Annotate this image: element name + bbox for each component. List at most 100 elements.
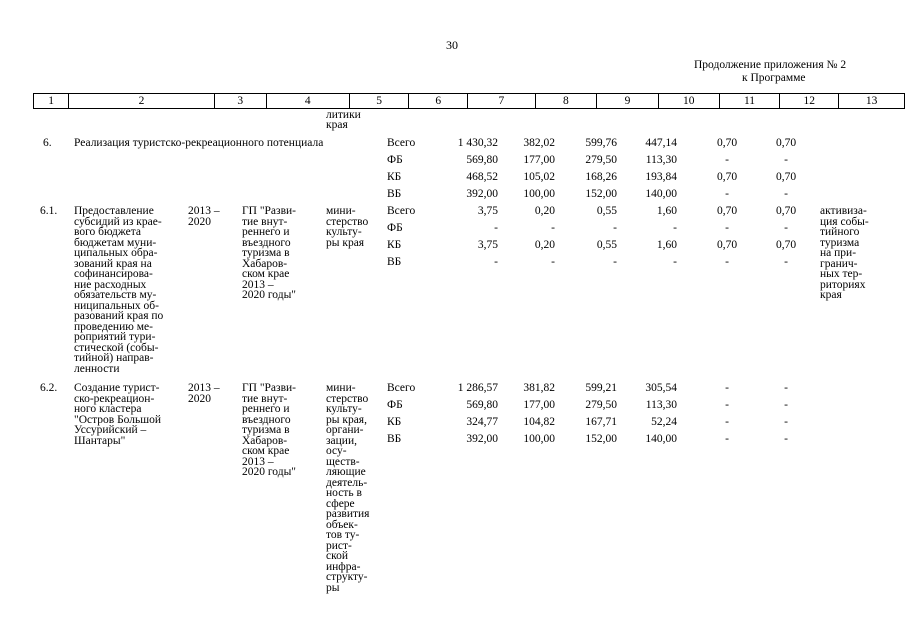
- col-header-10: 10: [657, 93, 720, 109]
- row-6-2-program: ском крае: [242, 445, 290, 457]
- row-6-1-col12: -: [784, 256, 788, 268]
- row-6-1-description: ципальных обра-: [74, 247, 158, 259]
- row-6-1-col7: 3,75: [477, 205, 498, 217]
- row-6-1-program: туризма в: [242, 247, 290, 259]
- row-6-col11: 0,70: [716, 137, 738, 149]
- row-6-1-col11: 0,70: [716, 205, 738, 217]
- row-6-1-description: субсидий из крае-: [74, 215, 162, 228]
- carryover-text: литики: [326, 109, 361, 121]
- row-6-source: КБ: [387, 171, 402, 183]
- row-6-1-col12: 0,70: [775, 205, 797, 217]
- row-6-col12: -: [784, 188, 788, 200]
- row-6-col12: -: [784, 154, 788, 166]
- row-6-2-description: ско-рекреацион-: [74, 392, 155, 405]
- row-6-2-source: ФБ: [387, 399, 403, 411]
- row-6-1-program: тие внут-: [242, 215, 288, 228]
- row-6-2-col12: -: [784, 399, 788, 411]
- row-6-1-description: Предоставление: [74, 205, 154, 217]
- row-6-2-col10: 113,30: [645, 399, 677, 411]
- continuation-title: Продолжение приложения № 2: [694, 59, 847, 71]
- row-6-col10: 193,84: [645, 171, 677, 183]
- column-header-row: 1 2 3 4 5 6 7 8 9 10 11 12 13: [32, 93, 905, 109]
- row-6-1-description: тийной) направ-: [74, 352, 154, 364]
- row-6-col9: 168,26: [585, 171, 617, 183]
- row-6-col10: 113,30: [645, 154, 677, 166]
- row-6-2-col9: 279,50: [585, 399, 617, 411]
- row-6-2-col8: 177,00: [523, 399, 555, 411]
- row-6-2-col8: 104,82: [523, 416, 555, 428]
- row-6-1-program: 2013 –: [242, 278, 274, 291]
- row-6-2-executor: рист-: [326, 539, 352, 552]
- row-6-1-col7: -: [494, 256, 498, 268]
- row-6-2-col7: 569,80: [466, 399, 498, 411]
- row-6-2-col12: -: [784, 433, 788, 445]
- row-6-col11: 0,70: [716, 171, 738, 183]
- row-6-1-source: ФБ: [387, 222, 403, 234]
- col-header-1: 1: [32, 93, 70, 109]
- row-6-col10: 447,14: [645, 137, 677, 149]
- row-6-2-executor: ры края,: [326, 413, 367, 426]
- row-6-2-source: КБ: [387, 416, 402, 428]
- row-6-2-executor: осу-: [326, 445, 347, 457]
- row-6-1-col10: -: [673, 222, 677, 234]
- row-6-2-description: "Остров Большой: [74, 413, 162, 426]
- row-6-2-executor: объек-: [326, 518, 358, 531]
- row-6-2-executor: структу-: [326, 571, 368, 583]
- page-number: 30: [446, 38, 458, 52]
- row-6-2-description: ного кластера: [74, 403, 142, 415]
- row-6-source: Всего: [387, 137, 416, 149]
- row-6-2-executor: мини-: [326, 382, 356, 394]
- row-6-2-col9: 152,00: [585, 433, 617, 445]
- col-header-3: 3: [213, 93, 267, 109]
- row-6-1-col9: 0,55: [596, 205, 617, 217]
- row-6-1-col9: -: [613, 256, 617, 268]
- col-header-12: 12: [779, 93, 840, 109]
- row-6-number: 6.: [43, 137, 52, 149]
- row-6-2-description: Создание турист-: [74, 382, 160, 394]
- row-6-1-description: вого бюджета: [74, 226, 142, 238]
- row-6-col9: 599,76: [585, 137, 617, 149]
- row-6-2-executor: тов ту-: [326, 529, 360, 541]
- row-6-2-program: ГП "Разви-: [242, 382, 296, 394]
- row-6-2-program: реннего и: [242, 403, 290, 415]
- row-6-1-program: ском крае: [242, 268, 290, 280]
- row-6-2-executor: развития: [326, 508, 370, 520]
- row-6-col12: 0,70: [775, 171, 797, 183]
- row-6-1-source: КБ: [387, 239, 402, 251]
- col-header-7: 7: [467, 93, 536, 109]
- row-6-2-executor: ры: [326, 581, 340, 594]
- row-6-1-col10: 1,60: [656, 239, 677, 251]
- row-6-1-col12: 0,70: [775, 239, 797, 251]
- row-6-1-description: разований края по: [74, 310, 164, 322]
- row-6-2-program: 2013 –: [242, 455, 274, 468]
- row-6-2-source: ВБ: [387, 433, 402, 445]
- row-6-2-executor: ской: [326, 550, 349, 562]
- row-6-1-executor: мини-: [326, 205, 356, 217]
- row-6-2-col12: -: [784, 416, 788, 428]
- row-6-source: ФБ: [387, 154, 403, 166]
- row-6-2-executor: деятель-: [326, 476, 368, 489]
- row-6-1-col9: -: [613, 222, 617, 234]
- row-6-col8: 100,00: [523, 188, 555, 200]
- continuation-subtitle: к Программе: [742, 72, 806, 84]
- row-6-1-col11: 0,70: [716, 239, 738, 251]
- row-6-col7: 569,80: [466, 154, 498, 166]
- row-6-col11: -: [725, 188, 729, 200]
- row-6-1-source: Всего: [387, 205, 416, 217]
- row-6-1-program: 2020 годы": [242, 289, 296, 301]
- row-6-1-result: на при-: [820, 247, 857, 259]
- row-6-2-program: тие внут-: [242, 392, 288, 405]
- col-header-4: 4: [265, 93, 350, 109]
- row-6-2-program: Хабаров-: [242, 434, 288, 447]
- row-6-1-description: проведению ме-: [74, 320, 153, 333]
- row-6-2-period: 2020: [188, 392, 211, 405]
- row-6-col9: 279,50: [585, 154, 617, 166]
- row-6-2-period: 2013 –: [188, 382, 220, 394]
- row-6-2-col10: 140,00: [645, 433, 677, 445]
- row-6-col8: 177,00: [523, 154, 555, 166]
- row-6-source: ВБ: [387, 188, 402, 200]
- row-6-1-program: въездного: [242, 236, 291, 249]
- row-6-1-result: туризма: [820, 236, 860, 249]
- row-6-2-program: 2020 годы": [242, 466, 296, 478]
- row-6-1-description: зований края на: [74, 257, 152, 270]
